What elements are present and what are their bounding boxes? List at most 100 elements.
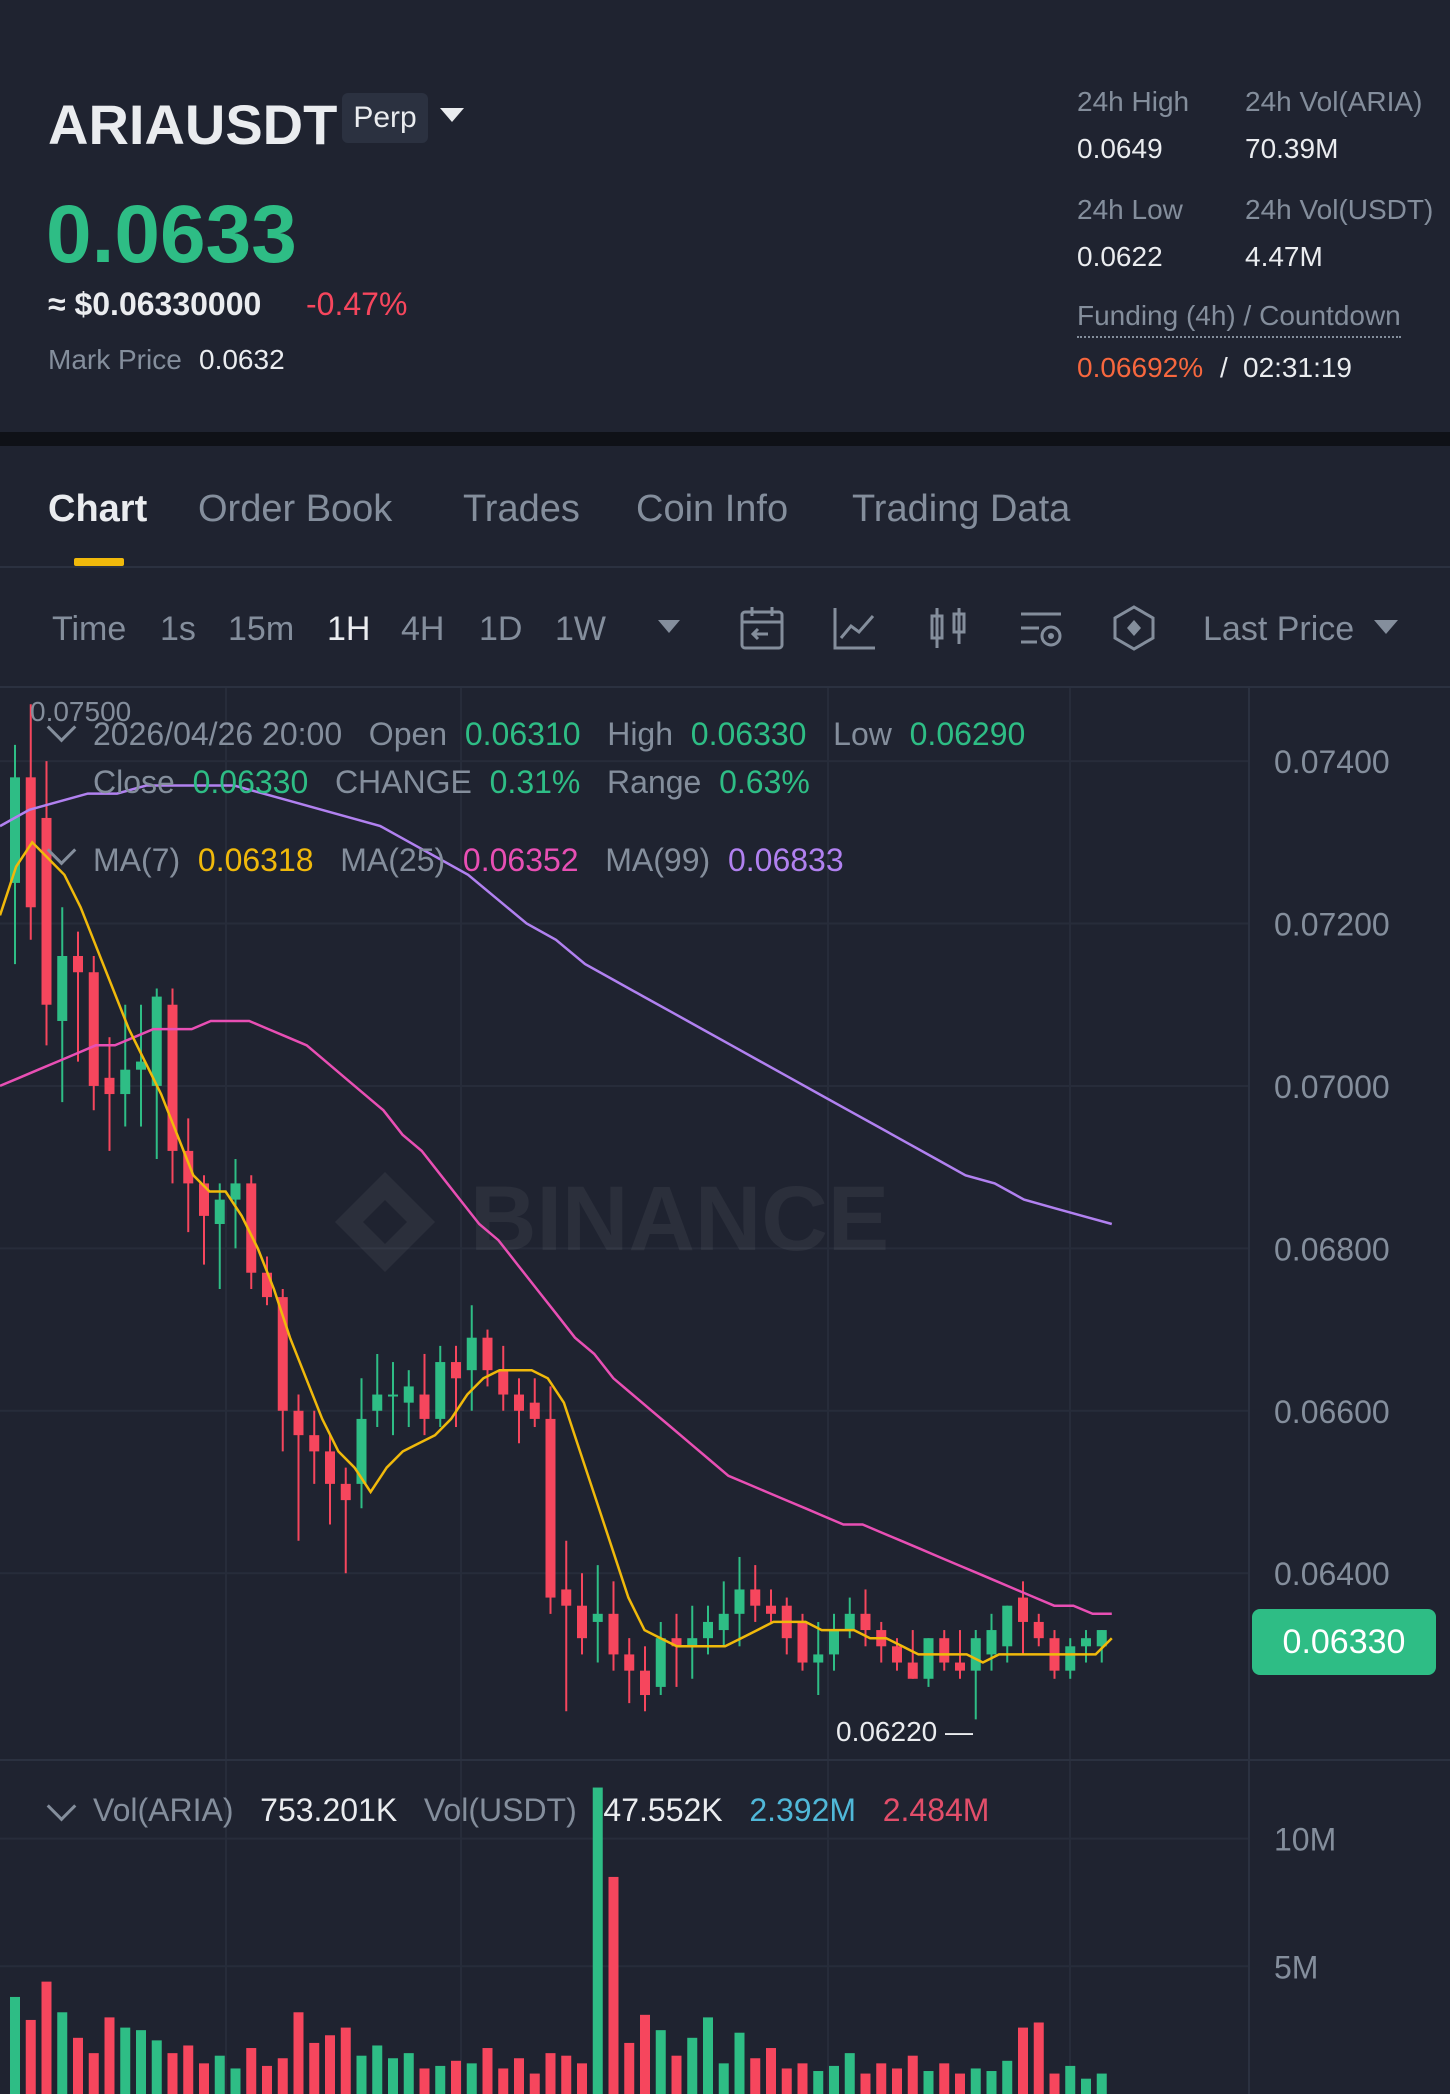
candle-body [57, 956, 68, 1021]
tab-order-book[interactable]: Order Book [198, 488, 393, 530]
price-change-percent: -0.47% [306, 286, 408, 322]
price-tick-label: 0.07400 [1274, 744, 1390, 780]
hexagon-tools-icon[interactable] [1110, 604, 1158, 652]
volume-bar [1002, 2060, 1013, 2094]
timeframe-15m[interactable]: 15m [228, 610, 295, 648]
volume-bar [592, 1787, 603, 2094]
candle-body [608, 1613, 619, 1655]
volume-bar [1081, 2078, 1091, 2094]
candle-body [419, 1394, 430, 1419]
ma25-label: MA(25) [340, 842, 446, 878]
timeframe-1h[interactable]: 1H [327, 610, 371, 648]
chart-watermark: BINANCE [335, 1168, 889, 1272]
high-24h-label: 24h High [1077, 86, 1190, 117]
candle-body [372, 1394, 383, 1411]
low-label: Low [833, 716, 892, 752]
moving-average-lines [0, 784, 1113, 1664]
volume-bar [356, 2055, 367, 2094]
candle-datetime: 2026/04/26 20:00 [93, 716, 343, 752]
volume-bar [41, 1981, 52, 2094]
high-value: 0.06330 [690, 716, 807, 752]
volume-bar [1018, 2027, 1028, 2094]
volume-bar [277, 2058, 288, 2094]
candlestick-chart[interactable]: BINANCE 0.07400 0.07200 0.07000 0.06800 0.06… [0, 688, 1450, 2094]
candle-body [766, 1605, 776, 1614]
calendar-icon[interactable] [738, 604, 786, 652]
candle-body [120, 1069, 131, 1095]
volume-bar [451, 2060, 461, 2094]
mark-price-value: 0.0632 [199, 344, 285, 375]
symbol-title[interactable]: ARIAUSDT [48, 93, 338, 156]
candle-body [466, 1337, 477, 1371]
volume-axis: 10M 5M [1274, 1822, 1336, 1986]
chart-grid [0, 688, 1249, 2094]
low-value: 0.06290 [909, 716, 1026, 752]
timeframe-1d[interactable]: 1D [479, 610, 523, 648]
low-price-marker: 0.06220 — [836, 1716, 973, 1747]
volume-bar [923, 2071, 934, 2094]
volume-bar [466, 2063, 477, 2094]
volume-bar [57, 2012, 68, 2094]
timeframe-1w[interactable]: 1W [555, 610, 606, 648]
volume-tick-label: 10M [1274, 1822, 1336, 1858]
candle-body [230, 1183, 241, 1200]
tab-chart[interactable]: Chart [48, 488, 148, 530]
timeframe-1s[interactable]: 1s [160, 610, 196, 648]
candle-body [687, 1638, 698, 1647]
volume-bar [718, 2063, 729, 2094]
volume-bar [640, 2014, 650, 2094]
volume-bar [829, 2065, 839, 2094]
volume-bar [955, 2073, 965, 2094]
volume-bar [939, 2063, 950, 2094]
symbol-dropdown-icon[interactable] [440, 108, 464, 122]
volume-bars [10, 1787, 1107, 2094]
section-divider [0, 432, 1450, 446]
volume-bar [120, 2027, 131, 2094]
volume-bar [892, 2068, 902, 2094]
volume-bar [88, 2053, 99, 2094]
tab-trades[interactable]: Trades [463, 488, 580, 530]
candle-body [1018, 1597, 1028, 1622]
tab-trading-data[interactable]: Trading Data [852, 488, 1071, 530]
low-24h-value: 0.0622 [1077, 241, 1163, 272]
candle-body [1033, 1621, 1044, 1639]
price-type-dropdown-icon[interactable] [1374, 620, 1398, 634]
volume-bar [545, 2053, 556, 2094]
candle-body [813, 1654, 824, 1663]
more-timeframes-icon[interactable] [658, 620, 680, 633]
mark-price-label: Mark Price [48, 344, 182, 375]
change-label: CHANGE [334, 764, 472, 800]
candle-body [167, 1004, 178, 1151]
candle-body [356, 1418, 367, 1484]
chart-settings-icon[interactable] [1017, 604, 1065, 652]
candle-body [325, 1451, 335, 1484]
candle-body [388, 1394, 398, 1397]
timeframe-time[interactable]: Time [52, 610, 127, 648]
candle-body [262, 1272, 272, 1298]
candle-body [986, 1630, 997, 1655]
contract-type-badge[interactable]: Perp [342, 93, 428, 143]
candle-type-icon[interactable] [924, 604, 972, 652]
vol-ma2-value: 2.484M [882, 1792, 990, 1828]
candle-body [892, 1646, 902, 1663]
candle-body [199, 1183, 209, 1216]
candle-body [309, 1435, 320, 1452]
volume-bar [293, 2012, 304, 2094]
price-tick-label: 0.06400 [1274, 1556, 1390, 1592]
funding-label[interactable]: Funding (4h) / Countdown [1077, 300, 1401, 338]
volume-bar [340, 2027, 351, 2094]
funding-separator: / [1220, 352, 1228, 383]
candle-body [577, 1605, 587, 1639]
tab-coin-info[interactable]: Coin Info [636, 488, 789, 530]
volume-bar [1096, 2073, 1107, 2094]
ma99-value: 0.06833 [727, 842, 844, 878]
volume-bar [230, 2068, 241, 2094]
vol-base-24h-value: 70.39M [1245, 133, 1339, 164]
timeframe-4h[interactable]: 4H [401, 610, 445, 648]
volume-bar [750, 2058, 761, 2094]
volume-tick-label: 5M [1274, 1949, 1318, 1985]
watermark-text: BINANCE [470, 1168, 889, 1270]
price-type-selector[interactable]: Last Price [1203, 610, 1355, 648]
ohlc-legend-row2: Close 0.06330 CHANGE 0.31% Range 0.63% [93, 764, 810, 801]
indicator-line-icon[interactable] [831, 604, 879, 652]
